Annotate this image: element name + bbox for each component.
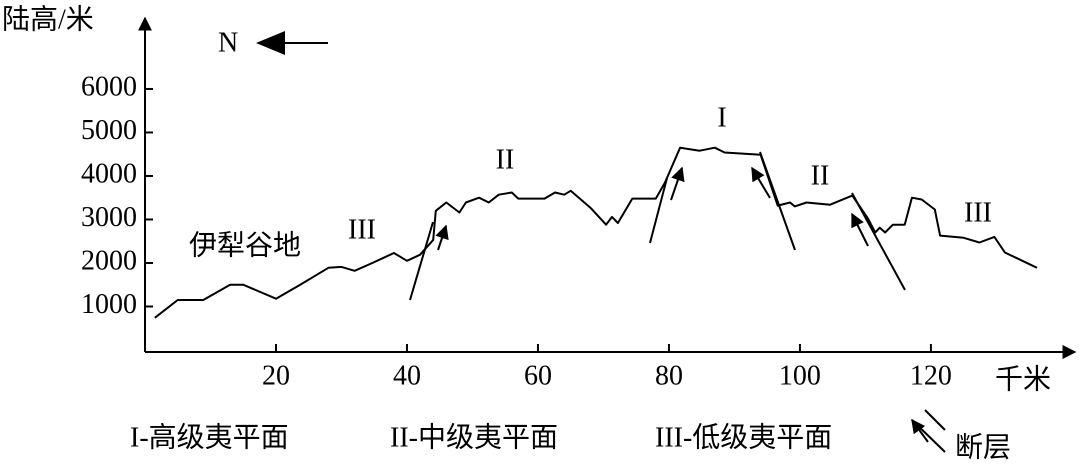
x-tick-label: 40 xyxy=(393,360,421,391)
x-tick-label: 20 xyxy=(262,360,290,391)
annotation: I xyxy=(717,102,726,133)
annotation: 伊犁谷地 xyxy=(189,229,301,261)
y-tick-label: 2000 xyxy=(81,245,137,276)
x-axis-label: 千米 xyxy=(995,363,1051,395)
x-tick-label: 80 xyxy=(655,360,683,391)
x-tick-label: 120 xyxy=(910,360,952,391)
faults xyxy=(409,151,946,453)
legend-fault xyxy=(924,409,946,431)
y-tick-label: 5000 xyxy=(81,115,137,146)
legend-entry: II-中级夷平面 xyxy=(390,421,558,453)
legend-entry: III-低级夷平面 xyxy=(655,421,832,453)
y-tick-label: 3000 xyxy=(81,202,137,233)
fault-arrow xyxy=(751,166,771,199)
fault xyxy=(649,177,668,244)
fault-arrow xyxy=(435,224,449,251)
y-axis-label: 陆高/米 xyxy=(2,3,94,35)
legend-entry: I-高级夷平面 xyxy=(130,421,289,453)
legend-entry: 断层 xyxy=(955,431,1011,463)
annotation: III xyxy=(964,197,992,228)
x-tick-label: 100 xyxy=(779,360,821,391)
profile-line xyxy=(154,146,1038,319)
fault-arrow xyxy=(851,212,869,247)
annotation: II xyxy=(811,160,830,191)
annotation: III xyxy=(348,214,376,245)
north-arrow-head xyxy=(256,31,285,55)
y-tick-label: 4000 xyxy=(81,158,137,189)
fault-arrow xyxy=(670,166,685,201)
fault xyxy=(409,221,434,301)
north-label: N xyxy=(218,27,238,58)
legend-fault-arrow xyxy=(911,418,929,443)
x-tick-label: 60 xyxy=(524,360,552,391)
y-tick-label: 1000 xyxy=(81,289,137,320)
annotation: II xyxy=(496,144,515,175)
y-tick-label: 6000 xyxy=(81,71,137,102)
